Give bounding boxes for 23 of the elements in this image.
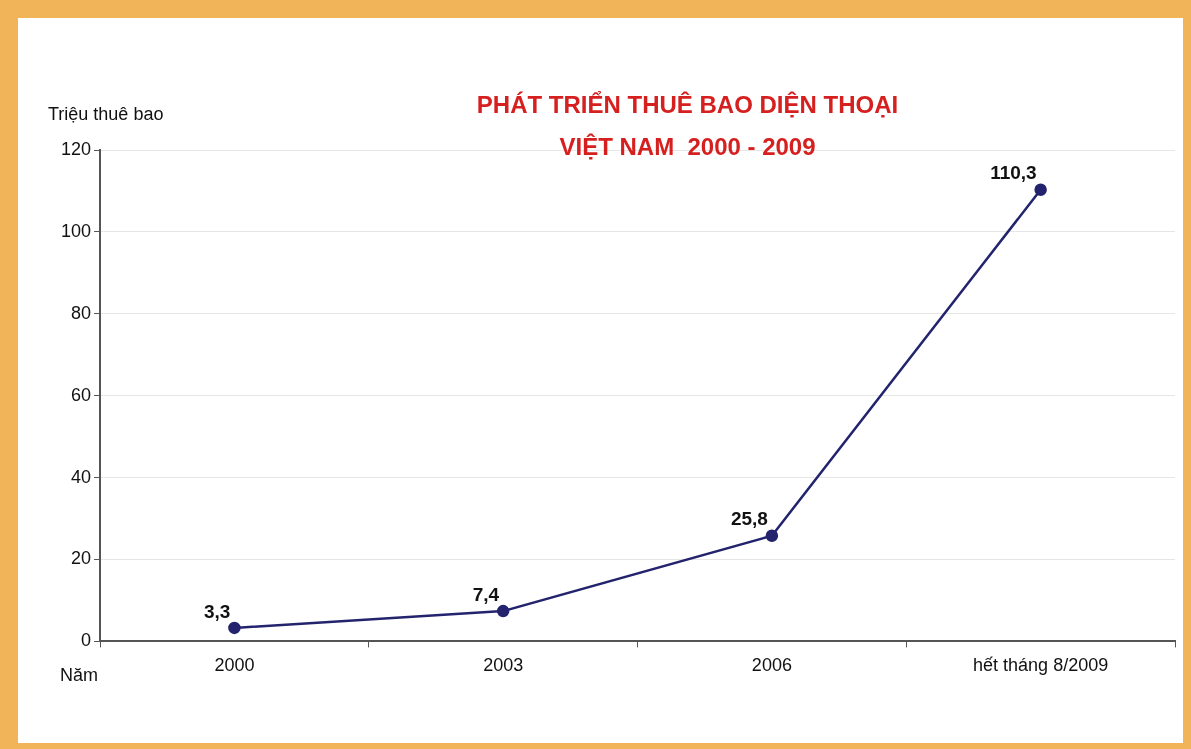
y-tick-label: 20 — [71, 548, 92, 569]
point — [228, 621, 241, 635]
x-axis-title: Năm — [60, 665, 99, 686]
x-tick-label: 2006 — [751, 655, 792, 676]
point — [496, 604, 510, 618]
y-axis-title: Triệu thuê bao — [48, 103, 164, 124]
data-label: 3,3 — [203, 600, 231, 622]
y-tick-label: 120 — [60, 138, 92, 159]
data-label: 25,8 — [730, 508, 768, 530]
y-tick-label: 40 — [71, 466, 92, 487]
x-tick-label: 2000 — [214, 655, 255, 676]
chart-subtitle: VIỆT NAM 2000 - 2009 — [559, 132, 816, 160]
y-tick-label: 100 — [60, 220, 92, 241]
y-tick-label: 0 — [81, 630, 92, 651]
data-label: 110,3 — [990, 162, 1037, 184]
data-label: 7,4 — [472, 583, 500, 605]
point — [1034, 183, 1047, 196]
y-tick-label: 80 — [71, 302, 92, 323]
x-tick-label: 2003 — [483, 655, 524, 676]
chart-title: PHÁT TRIỂN THUÊ BAO DIỆN THOẠI — [476, 90, 899, 118]
point — [765, 529, 779, 542]
x-tick-label: hết tháng 8/2009 — [973, 655, 1109, 676]
y-tick-label: 60 — [71, 384, 92, 405]
